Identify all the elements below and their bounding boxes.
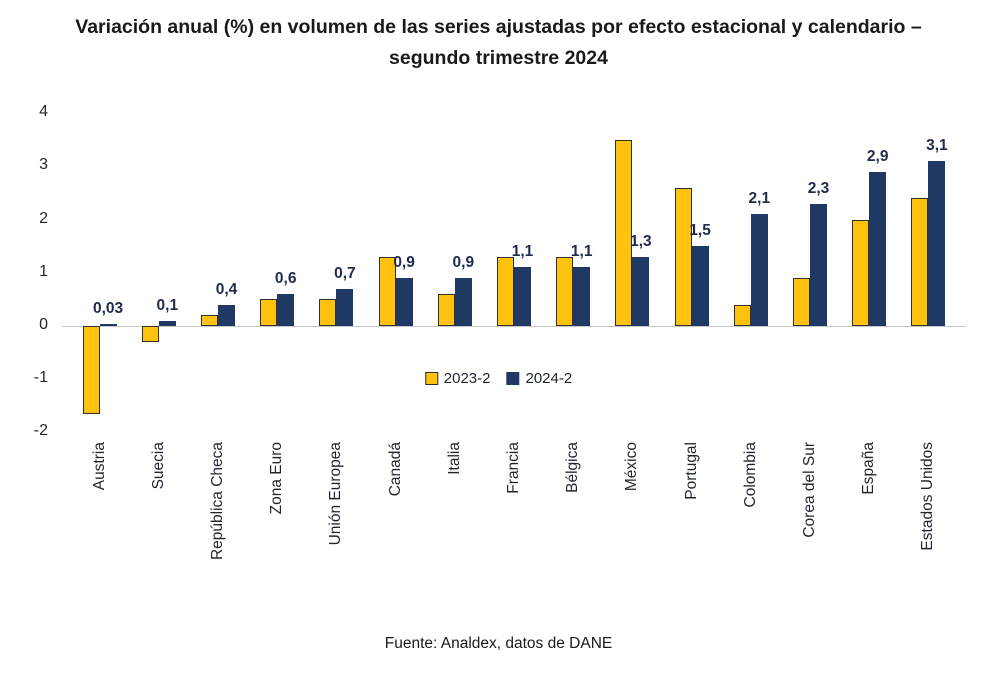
bar-2023-2-Portugal [674, 187, 692, 326]
data-label-México: 1,3 [630, 232, 652, 250]
x-tick-label-Bélgica: Bélgica [564, 442, 582, 493]
bar-2023-2-República Checa [201, 315, 218, 326]
data-label-Italia: 0,9 [452, 254, 475, 272]
bar-2024-2-Austria [99, 324, 117, 326]
legend-item-2024-2: 2024-2 [506, 370, 573, 387]
legend: 2023-2 2024-2 [424, 370, 573, 387]
bar-2024-2-Colombia [750, 214, 768, 326]
x-tick-label-República Checa: República Checa [209, 442, 226, 561]
bar-2023-2-Corea del Sur [793, 278, 810, 326]
data-label-Unión Europea: 0,7 [334, 264, 356, 282]
bar-2024-2-México [632, 256, 650, 326]
x-tick-label-Estados Unidos: Estados Unidos [919, 442, 937, 551]
legend-swatch-2023-2 [424, 372, 438, 385]
x-tick-label-México: México [623, 442, 641, 492]
x-tick-label-Francia: Francia [505, 442, 522, 494]
bar-2024-2-Francia [514, 267, 531, 326]
data-label-Zona Euro: 0,6 [274, 270, 297, 288]
bar-2023-2-México [615, 139, 633, 326]
data-label-Suecia: 0,1 [156, 296, 179, 314]
legend-swatch-2024-2 [506, 372, 520, 385]
bar-2024-2-España [869, 171, 887, 326]
legend-item-2023-2: 2023-2 [424, 370, 491, 387]
chart-title: Variación anual (%) en volumen de las se… [75, 16, 922, 70]
x-tick-label-Austria: Austria [90, 442, 108, 491]
x-tick-label-España: España [860, 442, 878, 495]
x-tick-label-Canadá: Canadá [386, 442, 404, 497]
y-tick-label: -1 [33, 369, 48, 387]
x-tick-label-Colombia: Colombia [741, 442, 759, 508]
x-tick-label-Zona Euro: Zona Euro [268, 442, 286, 515]
bar-2023-2-Unión Europea [319, 299, 337, 326]
data-label-República Checa: 0,4 [215, 280, 238, 298]
bar-2024-2-Estados Unidos [928, 161, 946, 326]
x-tick-label-Italia: Italia [445, 442, 463, 475]
y-tick-label: 2 [39, 209, 48, 227]
bar-2023-2-Canadá [378, 256, 396, 326]
bar-2024-2-Canadá [395, 278, 413, 326]
x-axis-line [62, 326, 966, 327]
bar-2023-2-España [852, 219, 870, 326]
data-label-España: 2,9 [866, 147, 889, 165]
y-tick-label: 4 [39, 103, 48, 121]
bar-2023-2-Bélgica [556, 256, 574, 326]
y-tick-label: 1 [39, 262, 48, 280]
x-tick-label-Portugal: Portugal [682, 442, 700, 500]
x-tick-label-Suecia: Suecia [149, 442, 167, 490]
legend-label-2024-2: 2024-2 [525, 370, 573, 387]
bar-2023-2-Estados Unidos [911, 198, 929, 326]
y-tick-label: 0 [39, 316, 48, 333]
bar-2024-2-Zona Euro [277, 294, 295, 326]
bar-2023-2-Austria [82, 326, 100, 414]
bar-2024-2-Portugal [691, 246, 709, 326]
data-label-Francia: 1,1 [511, 243, 534, 261]
data-label-Bélgica: 1,1 [570, 243, 593, 261]
source-note: Fuente: Analdex, datos de DANE [384, 635, 613, 652]
bar-2023-2-Zona Euro [260, 299, 278, 326]
legend-label-2023-2: 2023-2 [443, 370, 491, 387]
bar-2024-2-Corea del Sur [810, 203, 827, 326]
bar-2023-2-Francia [497, 256, 514, 326]
data-label-Estados Unidos: 3,1 [926, 137, 948, 155]
data-label-Colombia: 2,1 [748, 190, 771, 208]
data-label-Corea del Sur: 2,3 [807, 179, 830, 197]
bar-2024-2-Unión Europea [336, 288, 354, 326]
x-tick-label-Corea del Sur: Corea del Sur [801, 442, 818, 538]
bar-2023-2-Colombia [733, 304, 751, 326]
bar-2024-2-Italia [454, 278, 472, 326]
data-label-Canadá: 0,9 [393, 254, 415, 272]
y-tick-label: -2 [33, 422, 48, 440]
data-label-Portugal: 1,5 [689, 222, 711, 240]
y-tick-label: 3 [39, 156, 48, 174]
bar-2023-2-Suecia [141, 326, 159, 342]
bar-2023-2-Italia [437, 294, 455, 326]
x-tick-label-Unión Europea: Unión Europea [327, 442, 345, 546]
bar-2024-2-Bélgica [573, 267, 591, 326]
bar-2024-2-República Checa [218, 304, 235, 326]
data-label-Austria: 0,03 [93, 300, 124, 318]
bar-2024-2-Suecia [158, 320, 176, 326]
